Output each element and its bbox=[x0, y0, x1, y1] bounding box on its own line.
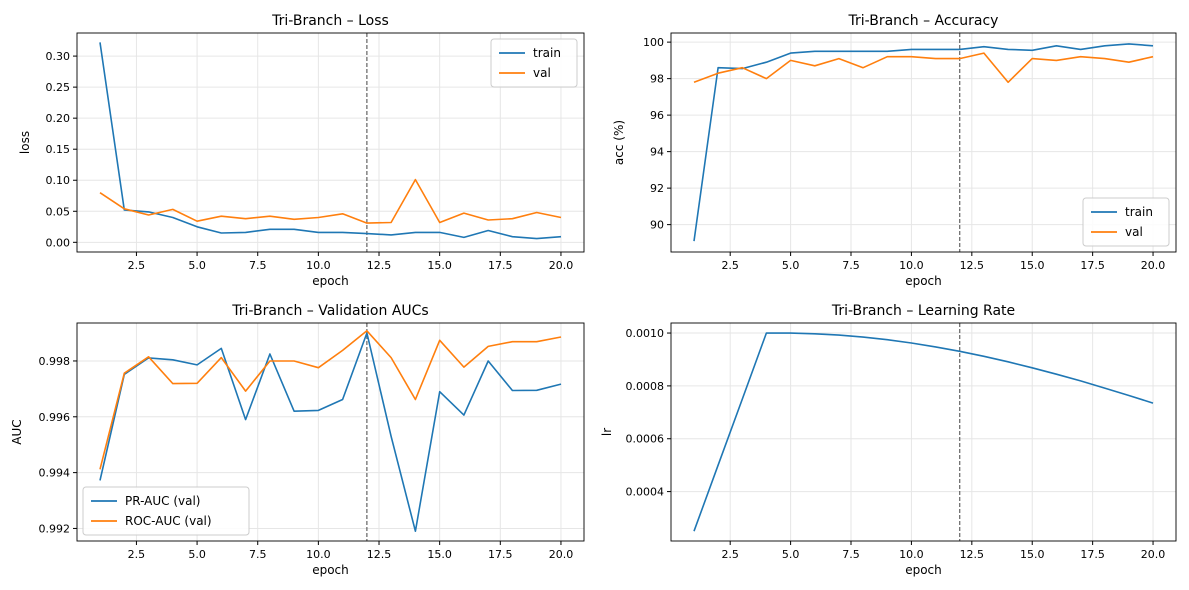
x-tick-label: 12.5 bbox=[367, 548, 392, 561]
x-tick-label: 12.5 bbox=[960, 548, 985, 561]
chart-title: Tri-Branch – Loss bbox=[271, 13, 389, 29]
y-tick-label: 0.25 bbox=[46, 81, 71, 94]
x-tick-label: 10.0 bbox=[899, 259, 924, 272]
legend-entry: PR-AUC (val) bbox=[125, 494, 201, 508]
y-tick-label: 98 bbox=[650, 73, 664, 86]
x-tick-label: 7.5 bbox=[249, 548, 267, 561]
x-tick-label: 5.0 bbox=[782, 548, 800, 561]
legend-entry: train bbox=[1125, 205, 1153, 219]
y-tick-label: 0.0004 bbox=[626, 486, 665, 499]
x-tick-label: 10.0 bbox=[306, 259, 331, 272]
legend-entry: val bbox=[1125, 225, 1143, 239]
y-tick-label: 0.0010 bbox=[626, 327, 665, 340]
x-tick-label: 15.0 bbox=[1020, 259, 1045, 272]
legend-entry: train bbox=[533, 46, 561, 60]
x-tick-label: 12.5 bbox=[367, 259, 392, 272]
y-tick-label: 100 bbox=[643, 36, 664, 49]
x-tick-label: 20.0 bbox=[549, 548, 574, 561]
x-tick-label: 17.5 bbox=[1080, 259, 1105, 272]
y-tick-label: 0.992 bbox=[39, 522, 71, 535]
x-tick-label: 10.0 bbox=[306, 548, 331, 561]
x-tick-label: 20.0 bbox=[1141, 548, 1166, 561]
x-axis-label: epoch bbox=[312, 274, 349, 288]
chart-panel-1: 2.5 5.0 7.5 10.0 12.5 15.0 17.5 20.0 0.00 0.05 0.1… bbox=[18, 13, 585, 288]
x-tick-label: 20.0 bbox=[1141, 259, 1166, 272]
chart-title: Tri-Branch – Learning Rate bbox=[831, 303, 1015, 319]
series-line-2 bbox=[99, 329, 562, 470]
chart-title: Tri-Branch – Accuracy bbox=[848, 13, 999, 29]
x-axis-label: epoch bbox=[312, 563, 349, 577]
y-tick-label: 0.0006 bbox=[626, 433, 665, 446]
legend-entry: ROC-AUC (val) bbox=[125, 514, 212, 528]
chart-panel-2: 2.5 5.0 7.5 10.0 12.5 15.0 17.5 20.0 90 92 94 96 98 1… bbox=[612, 13, 1177, 288]
x-tick-label: 15.0 bbox=[427, 548, 452, 561]
legend-box bbox=[82, 486, 250, 536]
x-tick-label: 5.0 bbox=[188, 548, 206, 561]
y-tick-label: 0.0008 bbox=[626, 380, 665, 393]
y-tick-label: 94 bbox=[650, 146, 664, 159]
x-tick-label: 2.5 bbox=[128, 548, 146, 561]
y-tick-label: 96 bbox=[650, 109, 664, 122]
x-tick-label: 20.0 bbox=[549, 259, 574, 272]
x-tick-label: 7.5 bbox=[842, 548, 860, 561]
legend: train val bbox=[1082, 197, 1170, 247]
legend-box bbox=[1082, 197, 1170, 247]
y-tick-label: 92 bbox=[650, 182, 664, 195]
series-line-1 bbox=[693, 43, 1154, 242]
y-tick-label: 0.05 bbox=[46, 205, 71, 218]
y-tick-label: 0.994 bbox=[39, 467, 71, 480]
x-tick-label: 7.5 bbox=[842, 259, 860, 272]
y-tick-label: 90 bbox=[650, 219, 664, 232]
x-tick-label: 2.5 bbox=[721, 259, 739, 272]
x-tick-label: 17.5 bbox=[1080, 548, 1105, 561]
series-line-2 bbox=[693, 52, 1154, 84]
legend-entry: val bbox=[533, 66, 551, 80]
y-tick-label: 0.15 bbox=[46, 143, 71, 156]
y-tick-label: 0.20 bbox=[46, 112, 71, 125]
x-tick-label: 5.0 bbox=[188, 259, 206, 272]
series-line-2 bbox=[99, 178, 562, 224]
plot-frame bbox=[76, 32, 585, 253]
y-axis-label: acc (%) bbox=[612, 120, 626, 165]
series-line-1 bbox=[693, 332, 1154, 532]
chart-title: Tri-Branch – Validation AUCs bbox=[231, 303, 428, 319]
plot-frame bbox=[76, 322, 585, 542]
plot-frame bbox=[670, 322, 1177, 542]
x-tick-label: 2.5 bbox=[721, 548, 739, 561]
x-tick-label: 7.5 bbox=[249, 259, 267, 272]
x-tick-label: 10.0 bbox=[899, 548, 924, 561]
y-axis-label: AUC bbox=[10, 419, 24, 444]
plot-frame bbox=[670, 32, 1177, 253]
y-tick-label: 0.998 bbox=[39, 355, 71, 368]
x-tick-label: 12.5 bbox=[960, 259, 985, 272]
x-tick-label: 15.0 bbox=[1020, 548, 1045, 561]
y-tick-label: 0.00 bbox=[46, 236, 71, 249]
y-axis-label: loss bbox=[18, 131, 32, 154]
series-line-1 bbox=[99, 42, 562, 240]
x-axis-label: epoch bbox=[905, 563, 942, 577]
legend: train val bbox=[490, 38, 578, 88]
y-tick-label: 0.30 bbox=[46, 50, 71, 63]
y-tick-label: 0.996 bbox=[39, 411, 71, 424]
y-axis-label: lr bbox=[600, 428, 614, 436]
series-line-1 bbox=[99, 332, 562, 533]
x-tick-label: 17.5 bbox=[488, 259, 513, 272]
chart-panel-3: 2.5 5.0 7.5 10.0 12.5 15.0 17.5 20.0 0.992 0.994 0… bbox=[10, 303, 585, 577]
y-tick-label: 0.10 bbox=[46, 174, 71, 187]
x-tick-label: 5.0 bbox=[782, 259, 800, 272]
legend-box bbox=[490, 38, 578, 88]
legend: PR-AUC (val) ROC-AUC (val) bbox=[82, 486, 250, 536]
x-tick-label: 17.5 bbox=[488, 548, 513, 561]
chart-panel-4: 2.5 5.0 7.5 10.0 12.5 15.0 17.5 20.0 0.0004 0.000… bbox=[600, 303, 1177, 577]
x-tick-label: 15.0 bbox=[427, 259, 452, 272]
x-tick-label: 2.5 bbox=[128, 259, 146, 272]
x-axis-label: epoch bbox=[905, 274, 942, 288]
